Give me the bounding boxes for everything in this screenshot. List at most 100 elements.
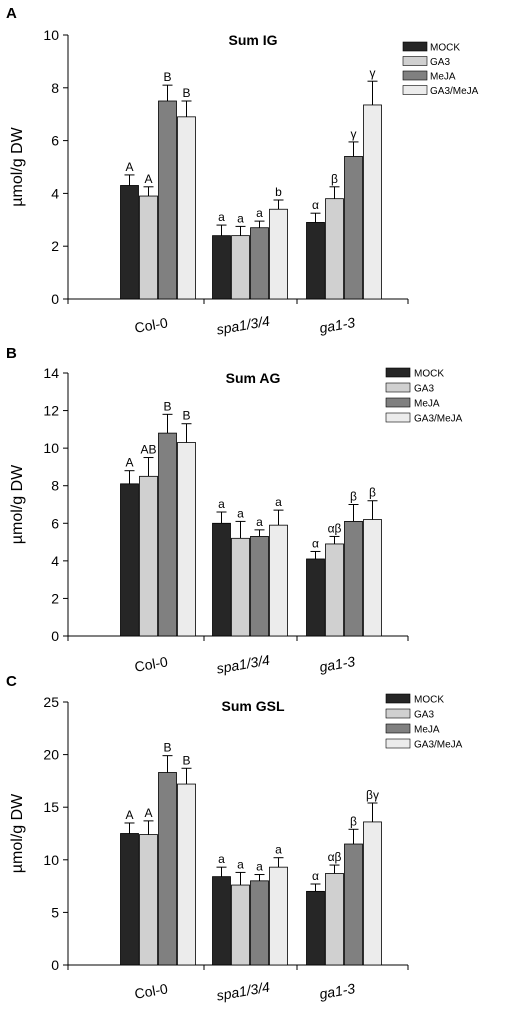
legend-label: GA3 xyxy=(414,710,434,721)
bar xyxy=(344,843,363,966)
x-category-label: spa1/3/4 xyxy=(215,312,271,337)
bar xyxy=(177,442,196,637)
y-tick-label: 10 xyxy=(43,27,59,43)
y-tick-label: 2 xyxy=(51,590,59,606)
legend-swatch xyxy=(385,382,411,393)
panel-letter: C xyxy=(6,673,17,690)
significance-label: α xyxy=(312,198,319,212)
significance-label: B xyxy=(163,741,171,755)
x-category-label: Col-0 xyxy=(133,314,169,336)
bar xyxy=(344,521,363,637)
bar xyxy=(363,821,382,966)
y-tick-label: 2 xyxy=(51,238,59,254)
bar xyxy=(325,543,344,637)
y-tick-label: 5 xyxy=(51,904,59,920)
bar xyxy=(325,873,344,966)
y-tick-label: 0 xyxy=(51,291,59,307)
bar xyxy=(250,227,269,300)
x-category-label: Col-0 xyxy=(133,653,169,675)
panel-letter: A xyxy=(6,5,17,22)
significance-label: β xyxy=(331,172,338,186)
significance-label: A xyxy=(125,160,133,174)
bar xyxy=(158,100,177,300)
y-tick-label: 6 xyxy=(51,133,59,149)
bar xyxy=(306,890,325,966)
y-tick-label: 0 xyxy=(51,957,59,973)
significance-label: B xyxy=(163,70,171,84)
bar xyxy=(212,235,231,300)
bar xyxy=(269,866,288,966)
significance-label: B xyxy=(182,753,190,767)
significance-label: β xyxy=(350,814,357,828)
y-tick-label: 4 xyxy=(51,185,59,201)
y-tick-label: 8 xyxy=(51,80,59,96)
significance-label: a xyxy=(237,506,244,520)
y-tick-label: 6 xyxy=(51,515,59,531)
x-category-label: Col-0 xyxy=(133,980,169,1002)
legend-label: GA3/MeJA xyxy=(414,740,463,751)
legend-label: GA3 xyxy=(414,384,434,395)
significance-label: α xyxy=(312,536,319,550)
legend-label: MOCK xyxy=(430,43,460,54)
significance-label: a xyxy=(237,211,244,225)
legend-label: MeJA xyxy=(430,72,456,83)
significance-label: a xyxy=(218,497,225,511)
significance-label: α xyxy=(312,869,319,883)
significance-label: A xyxy=(125,456,133,470)
y-axis-label: µmol/g DW xyxy=(9,464,26,544)
legend-label: MOCK xyxy=(414,369,444,380)
significance-label: A xyxy=(144,172,152,186)
chart-title: Sum AG xyxy=(226,370,281,386)
legend-swatch xyxy=(402,85,428,95)
chart-panel-b: B Sum AG 0 2 4 6 8 10 12 14 µmol/g DW Col-0 spa1/3/4… xyxy=(6,345,463,677)
y-tick-label: 12 xyxy=(43,403,59,419)
y-axis-label: µmol/g DW xyxy=(9,126,26,206)
x-category-label: ga1-3 xyxy=(318,314,356,336)
significance-label: a xyxy=(256,206,263,220)
legend-swatch xyxy=(385,738,411,749)
x-category-label: ga1-3 xyxy=(318,653,356,675)
bar xyxy=(158,432,177,637)
x-category-label: spa1/3/4 xyxy=(215,978,271,1003)
bar xyxy=(306,558,325,637)
significance-label: αβ xyxy=(328,521,342,535)
y-tick-label: 10 xyxy=(43,852,59,868)
significance-label: a xyxy=(256,860,263,874)
bar xyxy=(158,772,177,966)
legend-label: MOCK xyxy=(414,695,444,706)
bar xyxy=(269,208,288,300)
significance-label: a xyxy=(218,210,225,224)
bar xyxy=(120,483,139,637)
x-category-label: spa1/3/4 xyxy=(215,651,271,676)
bar xyxy=(177,783,196,966)
bar xyxy=(139,475,158,637)
significance-label: β xyxy=(369,486,376,500)
legend-label: GA3/MeJA xyxy=(414,414,463,425)
legend-swatch xyxy=(385,397,411,408)
significance-label: a xyxy=(218,852,225,866)
y-tick-label: 10 xyxy=(43,440,59,456)
legend-label: GA3 xyxy=(430,57,450,68)
y-tick-label: 25 xyxy=(43,694,59,710)
bar xyxy=(231,537,250,637)
legend-swatch xyxy=(385,708,411,719)
legend-swatch xyxy=(402,70,428,81)
significance-label: b xyxy=(275,185,282,199)
y-tick-label: 20 xyxy=(43,747,59,763)
significance-label: B xyxy=(163,399,171,413)
legend-swatch xyxy=(385,723,411,734)
significance-label: B xyxy=(182,409,190,423)
y-tick-label: 4 xyxy=(51,553,59,569)
y-axis-label: µmol/g DW xyxy=(9,793,26,873)
bar xyxy=(139,834,158,966)
legend: MOCK GA3 MeJA GA3/MeJA xyxy=(385,367,463,425)
significance-label: A xyxy=(125,808,133,822)
bar xyxy=(363,104,382,300)
bar xyxy=(250,880,269,966)
significance-label: a xyxy=(256,515,263,529)
y-tick-label: 15 xyxy=(43,799,59,815)
legend-label: GA3/MeJA xyxy=(430,86,479,97)
legend-swatch xyxy=(402,41,428,52)
bar xyxy=(363,519,382,637)
